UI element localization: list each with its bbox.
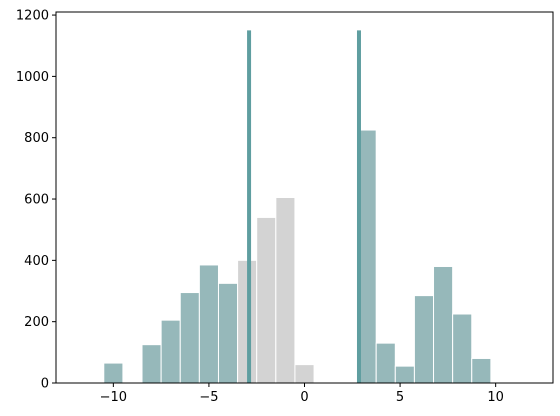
histogram-bar [413,295,435,384]
x-tick-label: −5 [199,390,218,405]
histogram-bar [433,265,454,384]
histogram-bar [471,357,492,384]
bars-layer [103,129,492,384]
histogram-bar [394,365,415,384]
histogram-bar [275,197,296,384]
histogram-bar [256,216,277,384]
histogram-bar [160,319,181,384]
histogram-bar [141,344,162,384]
y-tick-label: 1000 [16,70,49,85]
threshold-lines-layer [247,30,361,383]
histogram-bar [375,342,396,384]
histogram-bar [179,292,200,384]
plot-frame [55,11,554,384]
x-tick-label: −10 [100,390,127,405]
histogram-bar [198,264,219,384]
y-tick-label: 1200 [16,9,49,24]
y-tick-label: 200 [24,315,49,330]
histogram-bar [217,282,239,384]
histogram-bar [452,313,473,384]
histogram-bar [103,362,124,384]
histogram-bar [294,364,315,384]
x-tick-label: 0 [300,390,308,405]
y-tick-label: 800 [24,131,49,146]
y-tick-label: 400 [24,254,49,269]
y-axis: 0 200 400 600 800 1000 1200 [16,9,56,392]
x-tick-label: 10 [487,390,504,405]
x-tick-label: 5 [396,390,404,405]
x-axis: −10 −5 0 5 10 [100,383,504,405]
y-tick-label: 600 [24,193,49,208]
y-tick-label: 0 [41,377,49,392]
